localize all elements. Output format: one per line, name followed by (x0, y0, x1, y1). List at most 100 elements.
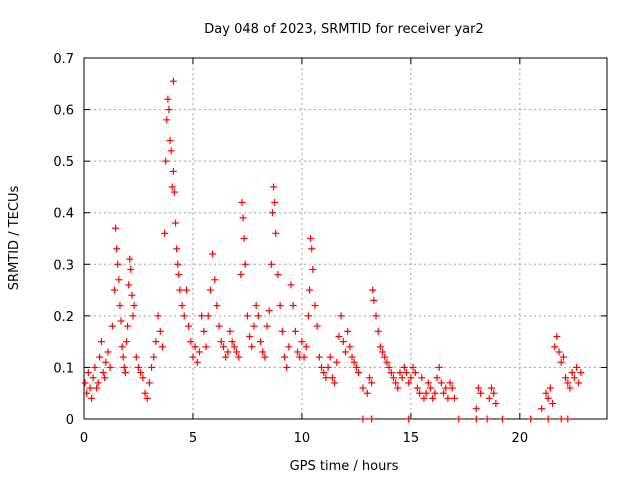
data-point (156, 327, 164, 335)
data-point (113, 245, 121, 253)
y-tick-label: 0.7 (53, 52, 74, 67)
data-point (209, 250, 217, 258)
data-point (243, 312, 251, 320)
data-point (101, 374, 109, 382)
x-tick-label: 15 (403, 431, 420, 446)
y-tick-label: 0.1 (53, 361, 74, 376)
data-point (363, 389, 371, 397)
data-point (265, 307, 273, 315)
data-point (219, 343, 227, 351)
data-point (134, 363, 142, 371)
data-point (437, 379, 445, 387)
data-point (145, 379, 153, 387)
data-point (551, 343, 559, 351)
data-point (429, 394, 437, 402)
data-point (83, 389, 91, 397)
data-point (474, 384, 482, 392)
data-point (359, 415, 367, 423)
data-point (178, 302, 186, 310)
data-point (557, 358, 565, 366)
data-point (300, 353, 308, 361)
data-point (198, 312, 206, 320)
data-point (125, 281, 133, 289)
data-point (400, 363, 408, 371)
data-point (239, 214, 247, 222)
data-point (167, 147, 175, 155)
data-point (289, 302, 297, 310)
data-point (117, 317, 125, 325)
data-point (557, 415, 565, 423)
data-point (450, 394, 458, 402)
data-point (168, 183, 176, 191)
data-point (88, 394, 96, 402)
data-point (291, 327, 299, 335)
data-point (337, 312, 345, 320)
data-point (137, 369, 145, 377)
y-tick-label: 0.5 (53, 155, 74, 170)
data-point (488, 384, 496, 392)
data-point (544, 394, 552, 402)
data-point (118, 343, 126, 351)
data-point (96, 353, 104, 361)
data-point (394, 384, 402, 392)
data-point (174, 260, 182, 268)
data-point (217, 338, 225, 346)
data-point (549, 400, 557, 408)
data-point (112, 224, 120, 232)
data-point (176, 286, 184, 294)
data-point (498, 415, 506, 423)
data-point (485, 394, 493, 402)
data-point (115, 276, 123, 284)
data-point (246, 332, 254, 340)
y-tick-label: 0.6 (53, 104, 74, 119)
data-point (228, 338, 236, 346)
data-point (211, 276, 219, 284)
data-point (392, 379, 400, 387)
data-point (150, 353, 158, 361)
data-point (307, 235, 315, 242)
y-axis-label: SRMTID / TECUs (7, 186, 22, 291)
data-point (405, 379, 413, 387)
data-point (94, 379, 102, 387)
data-point (298, 338, 306, 346)
data-point (342, 348, 349, 356)
data-point (374, 327, 382, 335)
x-tick-label: 10 (294, 431, 311, 446)
plot-frame (83, 57, 608, 420)
data-point (435, 363, 443, 371)
data-point (263, 322, 271, 330)
data-point (369, 286, 377, 294)
data-point (121, 369, 129, 377)
data-point (215, 322, 223, 330)
data-point (426, 384, 434, 392)
data-point (195, 348, 203, 356)
data-point (240, 235, 248, 242)
data-point (111, 286, 119, 294)
data-point (108, 322, 116, 330)
data-point (483, 415, 491, 423)
data-point (122, 338, 130, 346)
data-point (546, 384, 554, 392)
data-point (331, 379, 339, 387)
data-point (431, 389, 439, 397)
data-point (189, 353, 197, 361)
data-point (348, 353, 356, 361)
data-point (248, 343, 256, 351)
data-point (271, 198, 279, 206)
data-point (169, 167, 177, 175)
data-point (527, 415, 535, 423)
data-point (272, 229, 280, 237)
data-point (407, 374, 415, 382)
data-point (370, 296, 378, 304)
data-point (152, 338, 160, 346)
data-point (267, 260, 275, 268)
axis-ticks: 0 0.1 0.2 0.3 0.4 0.5 0.6 0.7 0 5 10 15 20 (53, 52, 607, 446)
data-point (154, 312, 162, 320)
data-point (477, 389, 485, 397)
data-point (385, 363, 393, 371)
data-point (492, 400, 500, 408)
data-point (93, 384, 101, 392)
data-point (538, 405, 546, 413)
data-point (224, 348, 232, 356)
